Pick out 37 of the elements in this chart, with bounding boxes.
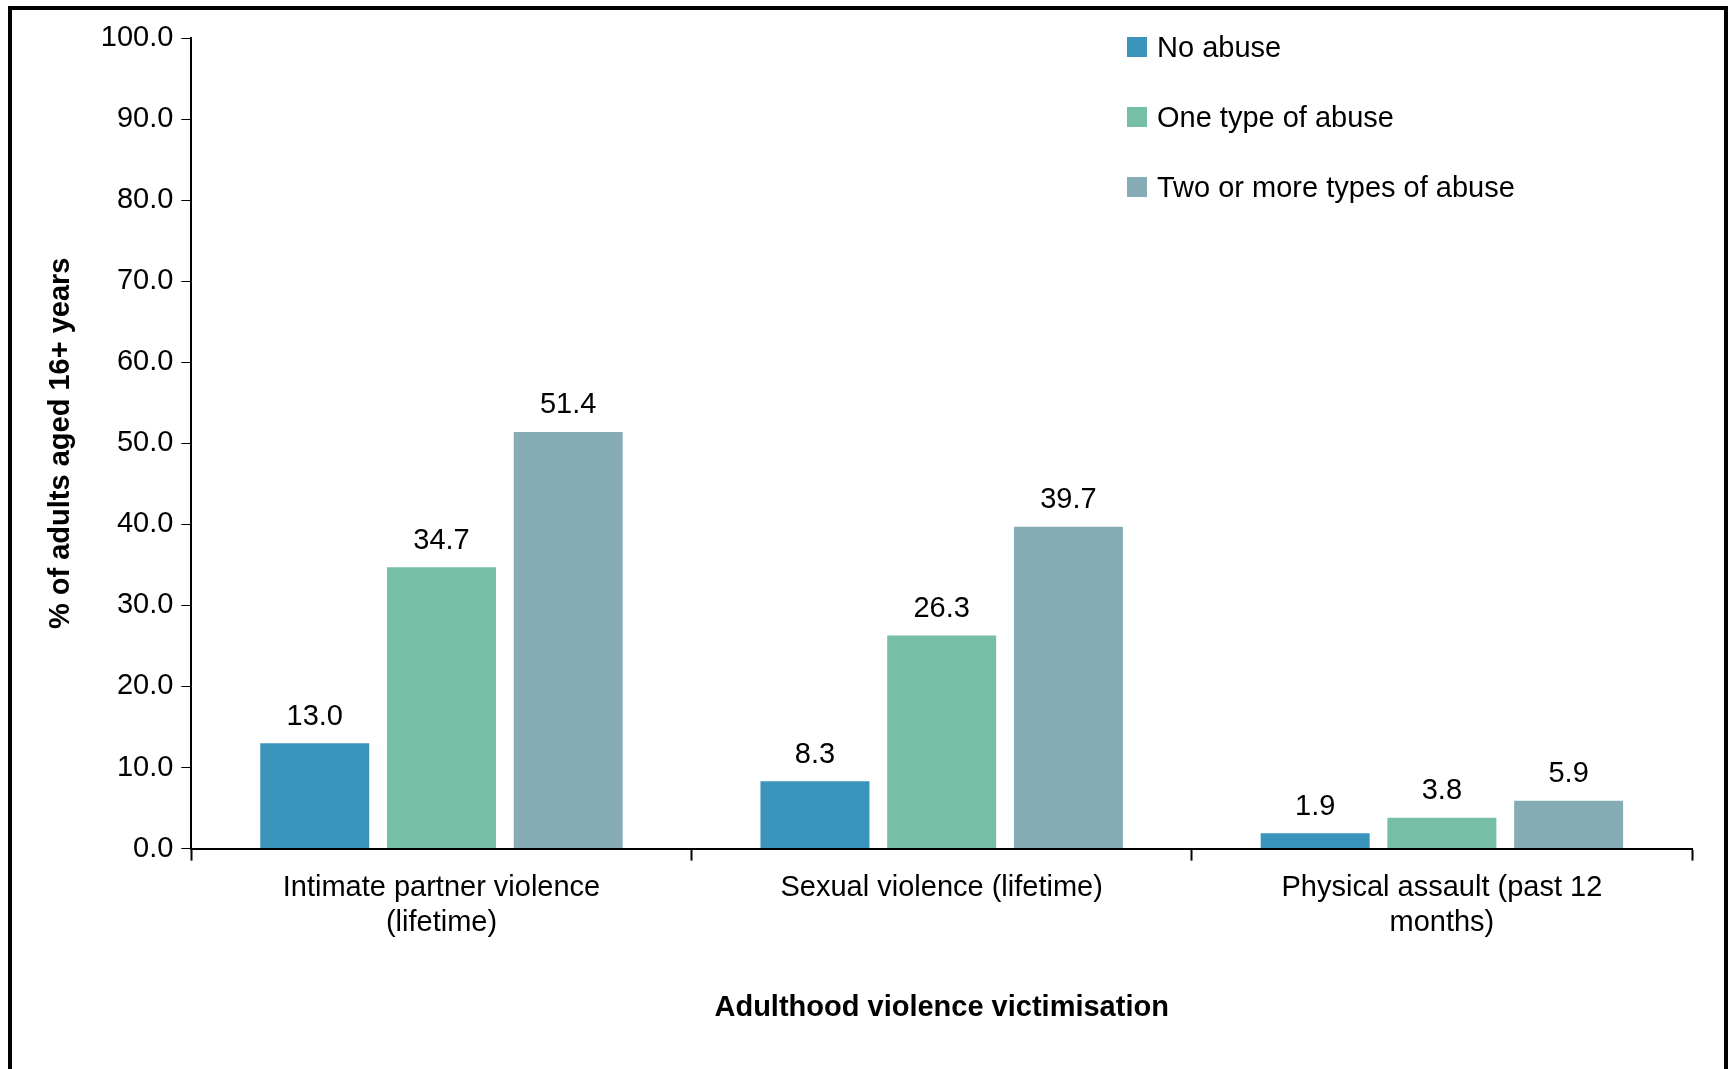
y-tick-label: 60.0 bbox=[116, 344, 174, 377]
bar bbox=[513, 431, 623, 849]
x-tick-label: Sexual violence (lifetime) bbox=[780, 870, 1103, 902]
data-label: 1.9 bbox=[1295, 788, 1336, 821]
data-label: 51.4 bbox=[539, 387, 597, 420]
bar bbox=[1387, 817, 1497, 849]
data-label: 3.8 bbox=[1421, 773, 1463, 806]
bar bbox=[887, 635, 997, 849]
data-label: 5.9 bbox=[1548, 756, 1589, 789]
y-tick-label: 50.0 bbox=[116, 425, 174, 458]
bar bbox=[1514, 800, 1624, 849]
bar bbox=[760, 781, 870, 849]
x-tick-label: Intimate partner violence (lifetime) bbox=[282, 870, 601, 937]
bar bbox=[1013, 526, 1123, 849]
data-label: 13.0 bbox=[286, 698, 343, 731]
data-label: 39.7 bbox=[1040, 482, 1097, 515]
x-tick-label: Physical assault (past 12 months) bbox=[1281, 870, 1603, 937]
bar bbox=[1260, 833, 1370, 849]
y-tick-label: 0.0 bbox=[133, 830, 174, 863]
data-label: 26.3 bbox=[913, 590, 970, 623]
legend-label: Two or more types of abuse bbox=[1157, 170, 1515, 205]
y-tick-label: 20.0 bbox=[116, 668, 174, 701]
y-tick-label: 70.0 bbox=[116, 263, 174, 296]
y-tick-label: 80.0 bbox=[116, 182, 174, 215]
y-tick-label: 10.0 bbox=[116, 749, 174, 782]
data-label: 8.3 bbox=[794, 736, 836, 769]
bar bbox=[260, 743, 370, 849]
y-axis-title: % of adults aged 16+ years bbox=[43, 257, 76, 630]
x-axis-title: Adulthood violence victimisation bbox=[714, 989, 1169, 1022]
bar bbox=[386, 567, 496, 849]
legend-label: No abuse bbox=[1157, 30, 1282, 65]
y-tick-label: 30.0 bbox=[116, 587, 174, 620]
y-tick-label: 90.0 bbox=[116, 101, 174, 134]
y-tick-label: 100.0 bbox=[100, 20, 174, 52]
legend-label: One type of abuse bbox=[1157, 100, 1394, 135]
y-tick-label: 40.0 bbox=[116, 506, 174, 539]
data-label: 34.7 bbox=[413, 522, 470, 555]
